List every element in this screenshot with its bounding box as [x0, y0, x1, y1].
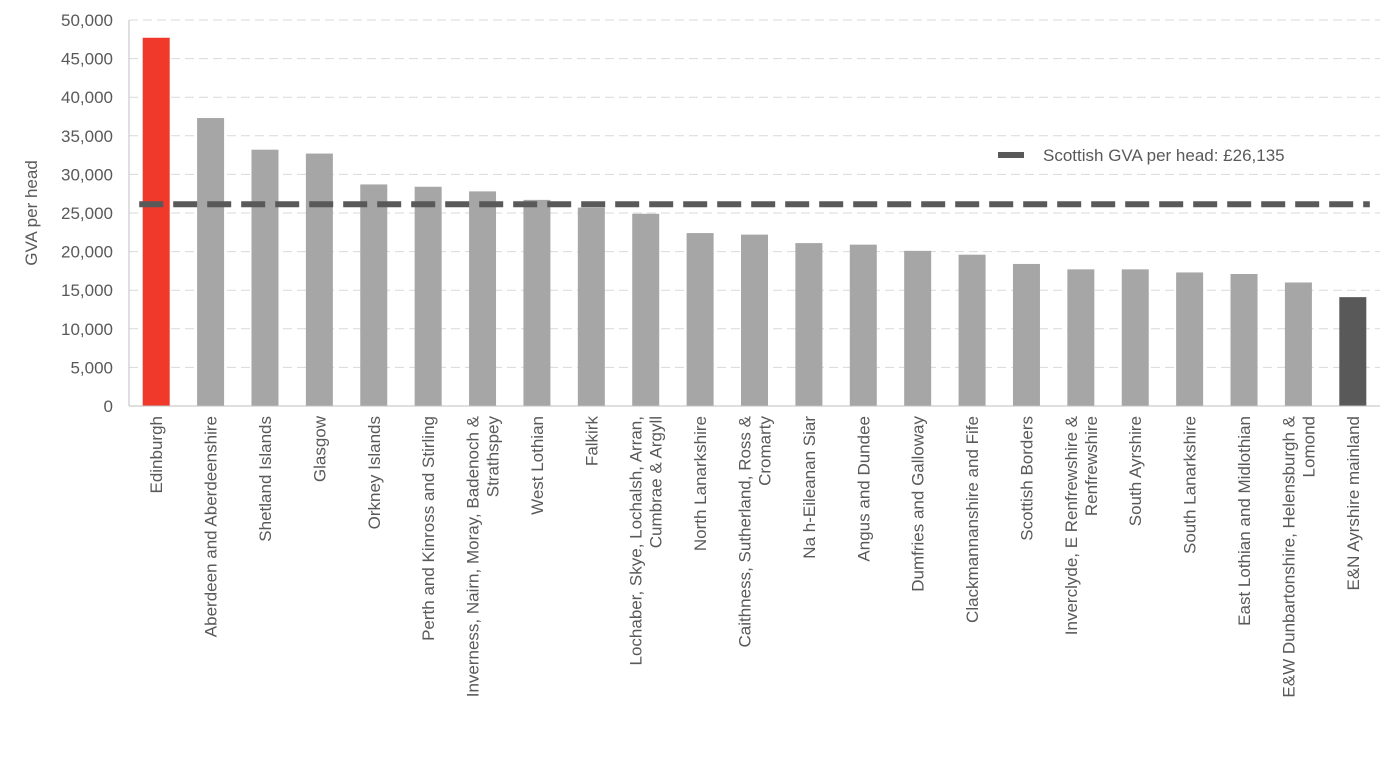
x-tick-label: Clackmannanshire and Fife [963, 416, 982, 623]
bar [1121, 269, 1149, 406]
x-tick-label: Orkney Islands [365, 416, 384, 529]
legend: Scottish GVA per head: £26,135 [998, 146, 1285, 165]
bar [251, 149, 279, 407]
x-tick-label: Inverness, Nairn, Moray, Badenoch &Strat… [464, 415, 503, 697]
x-tick-label: Inverclyde, E Renfrewshire &Renfrewshire [1062, 415, 1101, 635]
x-tick-label: Dumfries and Galloway [909, 416, 928, 592]
y-tick-label: 10,000 [61, 320, 113, 339]
x-tick-label: Na h-Eileanan Siar [800, 416, 819, 559]
x-tick-label: East Lothian and Midlothian [1235, 416, 1254, 626]
y-tick-label: 45,000 [61, 50, 113, 69]
x-tick-label: Caithness, Sutherland, Ross &Cromarty [736, 415, 775, 647]
x-tick-label: North Lanarkshire [691, 416, 710, 551]
bar [958, 254, 986, 406]
bar [632, 213, 660, 406]
bar [1339, 297, 1367, 406]
y-tick-label: 5,000 [70, 358, 113, 377]
x-tick-label: Scottish Borders [1017, 416, 1036, 541]
y-tick-label: 40,000 [61, 88, 113, 107]
x-tick-label: Aberdeen and Aberdeenshire [202, 416, 221, 637]
bar [849, 244, 877, 406]
bar [1284, 282, 1312, 406]
x-tick-label: E&N Ayrshire mainland [1344, 416, 1363, 591]
y-tick-label: 0 [104, 397, 113, 416]
bar [523, 199, 551, 406]
bar [197, 118, 225, 406]
x-tick-label: Perth and Kinross and Stirling [419, 416, 438, 641]
y-tick-label: 20,000 [61, 243, 113, 262]
bar [414, 186, 442, 406]
y-tick-label: 15,000 [61, 281, 113, 300]
bar [1067, 269, 1095, 406]
x-tick-label: Angus and Dundee [854, 416, 873, 562]
x-tick-label: Falkirk [582, 416, 601, 467]
x-tick-label: Shetland Islands [256, 416, 275, 542]
x-tick-label: Edinburgh [147, 416, 166, 494]
bar [904, 250, 932, 406]
legend-label: Scottish GVA per head: £26,135 [1043, 146, 1285, 165]
x-tick-label: Glasgow [310, 415, 329, 482]
x-tick-labels: Edinburgh Aberdeen and Aberdeenshire Shetl… [147, 415, 1363, 697]
x-tick-label: West Lothian [528, 416, 547, 515]
bar [469, 191, 497, 406]
bar [795, 243, 823, 406]
bar [1176, 272, 1204, 406]
y-axis-label: GVA per head [22, 160, 41, 266]
bar [1012, 263, 1040, 406]
y-tick-label: 30,000 [61, 165, 113, 184]
x-tick-label: South Lanarkshire [1181, 416, 1200, 554]
x-tick-label: E&W Dunbartonshire, Helensburgh &Lomond [1279, 415, 1318, 697]
axes: GVA per head 0 5,000 10,000 15,000 20,000 25,… [22, 11, 1380, 416]
bar [1230, 273, 1258, 406]
bar [142, 37, 170, 406]
bar [305, 153, 333, 406]
x-tick-label: South Ayrshire [1126, 416, 1145, 526]
bar [360, 184, 388, 406]
gridlines [129, 19, 1380, 368]
y-tick-label: 35,000 [61, 127, 113, 146]
bar [577, 207, 605, 406]
x-tick-label: Lochaber, Skye, Lochalsh, Arran,Cumbrae … [627, 416, 666, 666]
y-tick-label: 50,000 [61, 11, 113, 30]
y-tick-label: 25,000 [61, 204, 113, 223]
bar [741, 234, 768, 406]
bar [686, 233, 714, 406]
bars [142, 37, 1367, 407]
